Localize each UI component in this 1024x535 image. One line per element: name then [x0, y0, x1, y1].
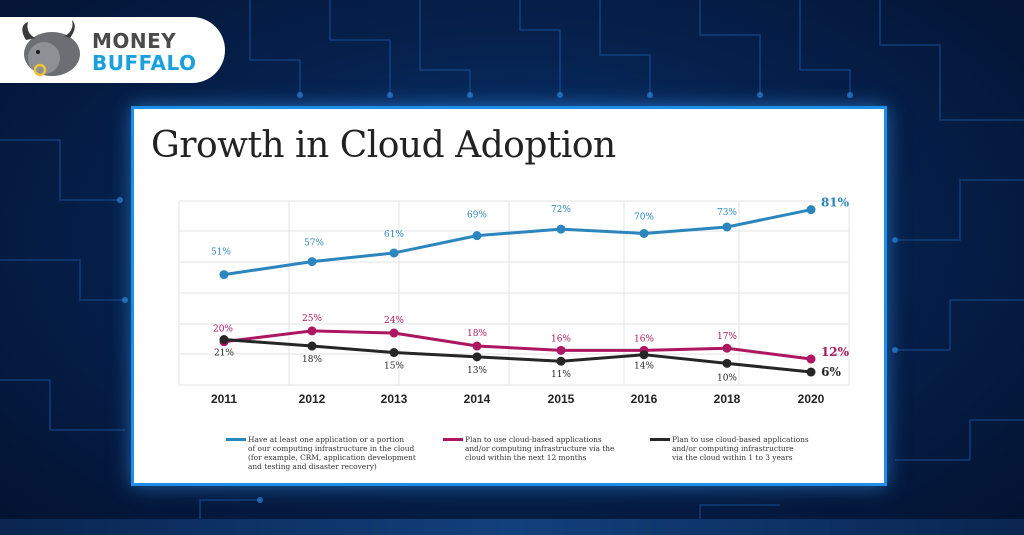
data-point — [722, 358, 732, 368]
data-point — [556, 356, 566, 366]
legend-label: and/or computing infrastructure via the — [465, 444, 615, 453]
data-point — [722, 343, 732, 353]
legend-label: Plan to use cloud-based applications — [465, 435, 602, 444]
x-tick-label: 2018 — [714, 392, 741, 406]
data-label: 72% — [551, 205, 571, 215]
x-tick-label: 2011 — [211, 392, 237, 406]
data-point — [556, 345, 566, 355]
data-label: 11% — [551, 370, 571, 380]
data-label: 51% — [211, 248, 231, 258]
data-point — [806, 354, 816, 364]
x-tick-label: 2016 — [631, 392, 658, 406]
x-tick-label: 2015 — [548, 392, 575, 406]
legend-swatch — [443, 438, 463, 441]
data-point — [639, 228, 649, 238]
data-point — [389, 248, 399, 258]
chart-panel: Growth in Cloud Adoption 2011 2012 2013 201… — [131, 106, 887, 486]
data-label: 73% — [717, 208, 737, 218]
x-tick-label: 2020 — [798, 392, 825, 406]
data-point — [307, 341, 317, 351]
chart-legend: Have at least one application or a porti… — [226, 435, 866, 481]
data-point — [556, 224, 566, 234]
series-line-2 — [223, 329, 812, 361]
data-label: 16% — [634, 334, 654, 344]
data-label: 6% — [821, 365, 841, 379]
data-label: 61% — [384, 230, 404, 240]
buffalo-icon — [22, 20, 80, 77]
data-point — [806, 205, 816, 215]
data-label: 21% — [214, 349, 234, 359]
data-label: 15% — [384, 362, 404, 372]
data-label: 20% — [213, 325, 233, 335]
data-point — [639, 350, 649, 360]
legend-label: (for example, CRM, application developme… — [248, 453, 416, 462]
money-buffalo-logo[interactable]: MONEY BUFFALO — [0, 17, 225, 83]
data-label: 14% — [634, 362, 654, 372]
data-label: 24% — [384, 316, 404, 326]
legend-item: Plan to use cloud-based applications and/… — [443, 435, 614, 462]
data-point — [389, 348, 399, 358]
legend-label: cloud within the next 12 months — [465, 453, 587, 462]
logo-text-money: MONEY — [92, 29, 177, 53]
data-point — [722, 222, 732, 232]
legend-label: Plan to use cloud-based applications — [672, 435, 809, 444]
data-point — [219, 335, 229, 345]
data-label: 13% — [467, 366, 487, 376]
data-label: 25% — [302, 314, 322, 324]
legend-label: and/or computing infrastructure — [672, 444, 794, 453]
series-line-3 — [223, 338, 812, 374]
legend-label: of our computing infrastructure in the c… — [248, 444, 415, 453]
legend-item: Plan to use cloud-based applications and/… — [650, 435, 809, 462]
legend-label: via the cloud within 1 to 3 years — [672, 453, 793, 462]
data-point — [307, 257, 317, 267]
logo-text-buffalo: BUFFALO — [92, 51, 197, 75]
data-label: 17% — [717, 332, 737, 342]
x-tick-label: 2013 — [381, 392, 408, 406]
data-label: 18% — [467, 329, 487, 339]
legend-swatch — [226, 438, 246, 441]
line-chart: 2011 2012 2013 2014 2015 2016 2018 2020 51% 57% 61… — [178, 196, 850, 406]
data-label: 81% — [821, 196, 850, 210]
data-label: 16% — [551, 334, 571, 344]
legend-item: Have at least one application or a porti… — [226, 435, 416, 471]
data-label: 69% — [467, 211, 487, 221]
data-label: 10% — [717, 373, 737, 383]
bottom-bar — [0, 519, 1024, 535]
legend-label: and testing and disaster recovery) — [248, 462, 377, 471]
data-label: 70% — [634, 212, 654, 222]
data-point — [307, 326, 317, 336]
data-label: 18% — [302, 355, 322, 365]
legend-swatch — [650, 438, 670, 441]
chart-title: Growth in Cloud Adoption — [151, 125, 616, 166]
data-point — [389, 328, 399, 338]
x-tick-label: 2012 — [299, 392, 326, 406]
series-line-1 — [223, 208, 812, 277]
data-point — [219, 270, 229, 280]
data-label: 12% — [821, 345, 850, 359]
legend-label: Have at least one application or a porti… — [248, 435, 405, 444]
data-point — [472, 231, 482, 241]
data-point — [472, 341, 482, 351]
data-point — [806, 367, 816, 377]
data-point — [472, 352, 482, 362]
data-label: 57% — [304, 239, 324, 249]
x-tick-label: 2014 — [464, 392, 491, 406]
